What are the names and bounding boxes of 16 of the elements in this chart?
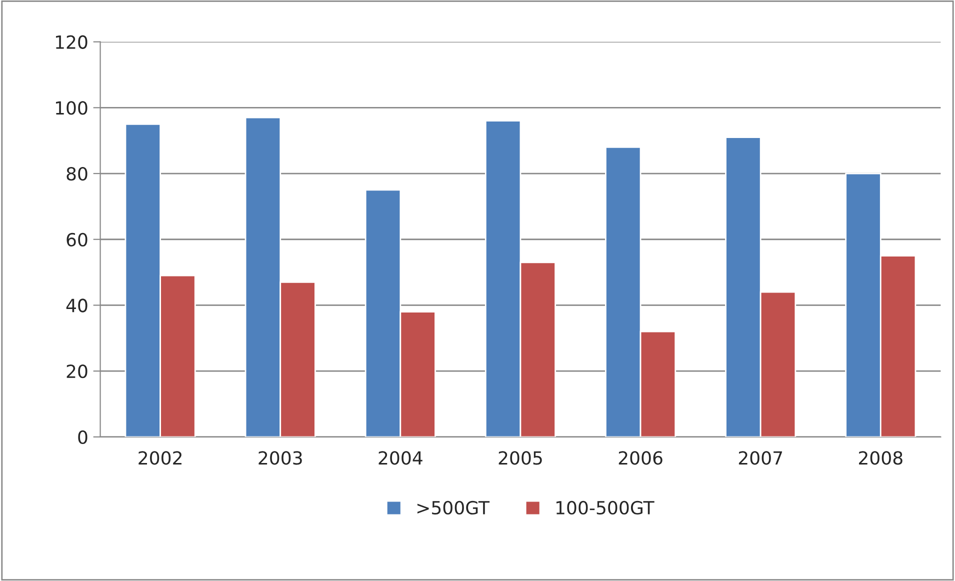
x-tick-label: 2006 [618, 451, 662, 465]
x-tick-label: 2004 [378, 451, 422, 465]
y-tick-label: 60 [66, 232, 88, 246]
x-tick-label: 2003 [258, 451, 302, 465]
x-tick-label: 2002 [138, 451, 182, 465]
y-tick-label: 80 [66, 166, 88, 181]
y-tick-label: 20 [66, 364, 88, 378]
x-tick-label: 2005 [498, 451, 542, 465]
legend-label: 100-500GT [556, 500, 654, 515]
x-tick-label: 2007 [738, 451, 782, 465]
y-tick-label: 100 [56, 101, 88, 115]
y-tick-label: 40 [66, 298, 88, 312]
x-tick-label: 2008 [858, 451, 902, 465]
legend-label: >500GT [417, 500, 490, 515]
y-tick-label: 0 [78, 430, 88, 444]
y-tick-label: 120 [56, 35, 88, 49]
